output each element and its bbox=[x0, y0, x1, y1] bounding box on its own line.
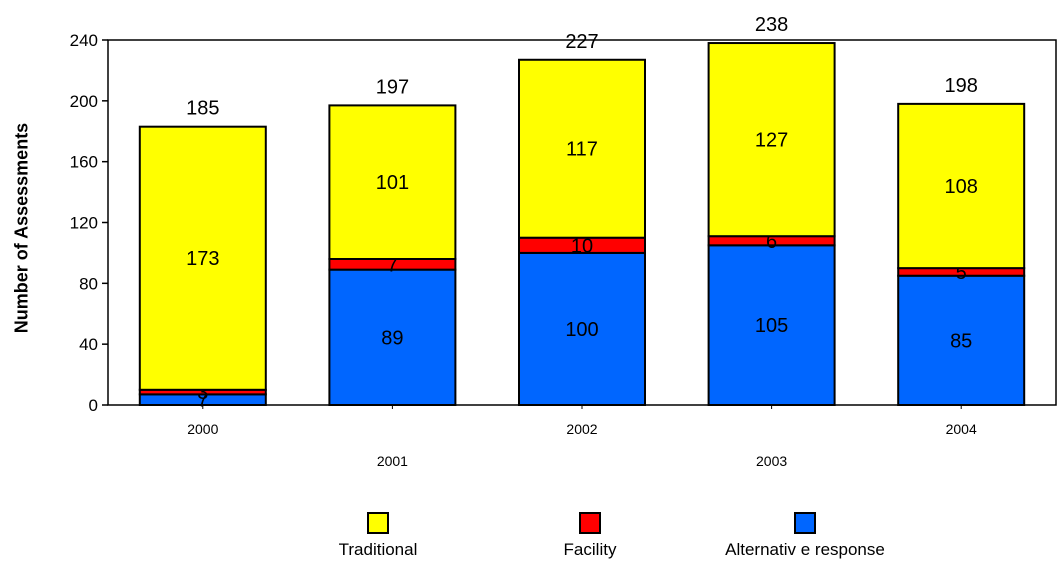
y-tick-label: 40 bbox=[79, 335, 98, 354]
data-label-facility: 5 bbox=[956, 262, 967, 284]
legend-label-alternative-response: Alternativ e response bbox=[725, 540, 885, 559]
legend-item-facility: Facility bbox=[530, 512, 650, 560]
data-label-alternative-response: 89 bbox=[381, 327, 403, 349]
total-label: 227 bbox=[565, 31, 598, 53]
bar-segment-traditional bbox=[518, 58, 646, 239]
legend-swatch-alternative-response bbox=[794, 512, 816, 534]
x-tick-label: 2004 bbox=[946, 421, 977, 437]
bar-segment-traditional bbox=[707, 42, 836, 238]
y-tick-label: 200 bbox=[70, 92, 98, 111]
data-label-traditional: 173 bbox=[186, 248, 219, 270]
total-label: 198 bbox=[945, 75, 978, 97]
data-label-traditional: 101 bbox=[376, 172, 409, 194]
y-tick-label: 240 bbox=[70, 31, 98, 50]
data-label-alternative-response: 105 bbox=[755, 315, 788, 337]
y-axis-title: Number of Assessments bbox=[2, 88, 42, 368]
legend-swatch-traditional bbox=[367, 512, 389, 534]
x-tick-label: 2002 bbox=[566, 421, 597, 437]
data-label-traditional: 117 bbox=[566, 139, 598, 161]
data-label-traditional: 127 bbox=[755, 130, 788, 152]
y-tick-label: 0 bbox=[89, 396, 98, 415]
data-label-alternative-response: 85 bbox=[950, 330, 972, 352]
legend-label-traditional: Traditional bbox=[338, 540, 418, 559]
data-label-alternative-response: 100 bbox=[565, 319, 598, 341]
y-tick-label: 160 bbox=[70, 153, 98, 172]
data-label-facility: 7 bbox=[387, 254, 398, 276]
bar-segment-alternative-response bbox=[707, 244, 836, 406]
legend-swatch-facility bbox=[579, 512, 601, 534]
y-axis-title-text: Number of Assessments bbox=[11, 122, 32, 334]
bar-segment-traditional bbox=[897, 102, 1026, 270]
bar-segment-alternative-response bbox=[897, 274, 1026, 406]
total-label: 197 bbox=[376, 76, 409, 98]
data-label-traditional: 108 bbox=[945, 176, 978, 198]
x-tick-label: 2000 bbox=[187, 421, 218, 437]
x-tick-label: 2003 bbox=[756, 453, 787, 469]
legend-item-traditional: Traditional bbox=[318, 512, 438, 560]
total-label: 238 bbox=[755, 14, 788, 36]
data-label-facility: 10 bbox=[571, 235, 593, 257]
data-label-alternative-response: 7 bbox=[197, 390, 208, 412]
y-tick-label: 120 bbox=[70, 214, 98, 233]
bar-segment-traditional bbox=[328, 104, 457, 261]
legend-label-facility: Facility bbox=[563, 540, 617, 559]
bar-segment-traditional bbox=[138, 125, 267, 391]
data-label-facility: 3 bbox=[197, 382, 208, 404]
data-label-facility: 6 bbox=[766, 231, 777, 253]
legend-item-alternative-response: Alternativ e response bbox=[690, 512, 920, 560]
total-label: 185 bbox=[186, 98, 219, 120]
y-tick-label: 80 bbox=[79, 274, 98, 293]
x-tick-label: 2001 bbox=[377, 453, 408, 469]
